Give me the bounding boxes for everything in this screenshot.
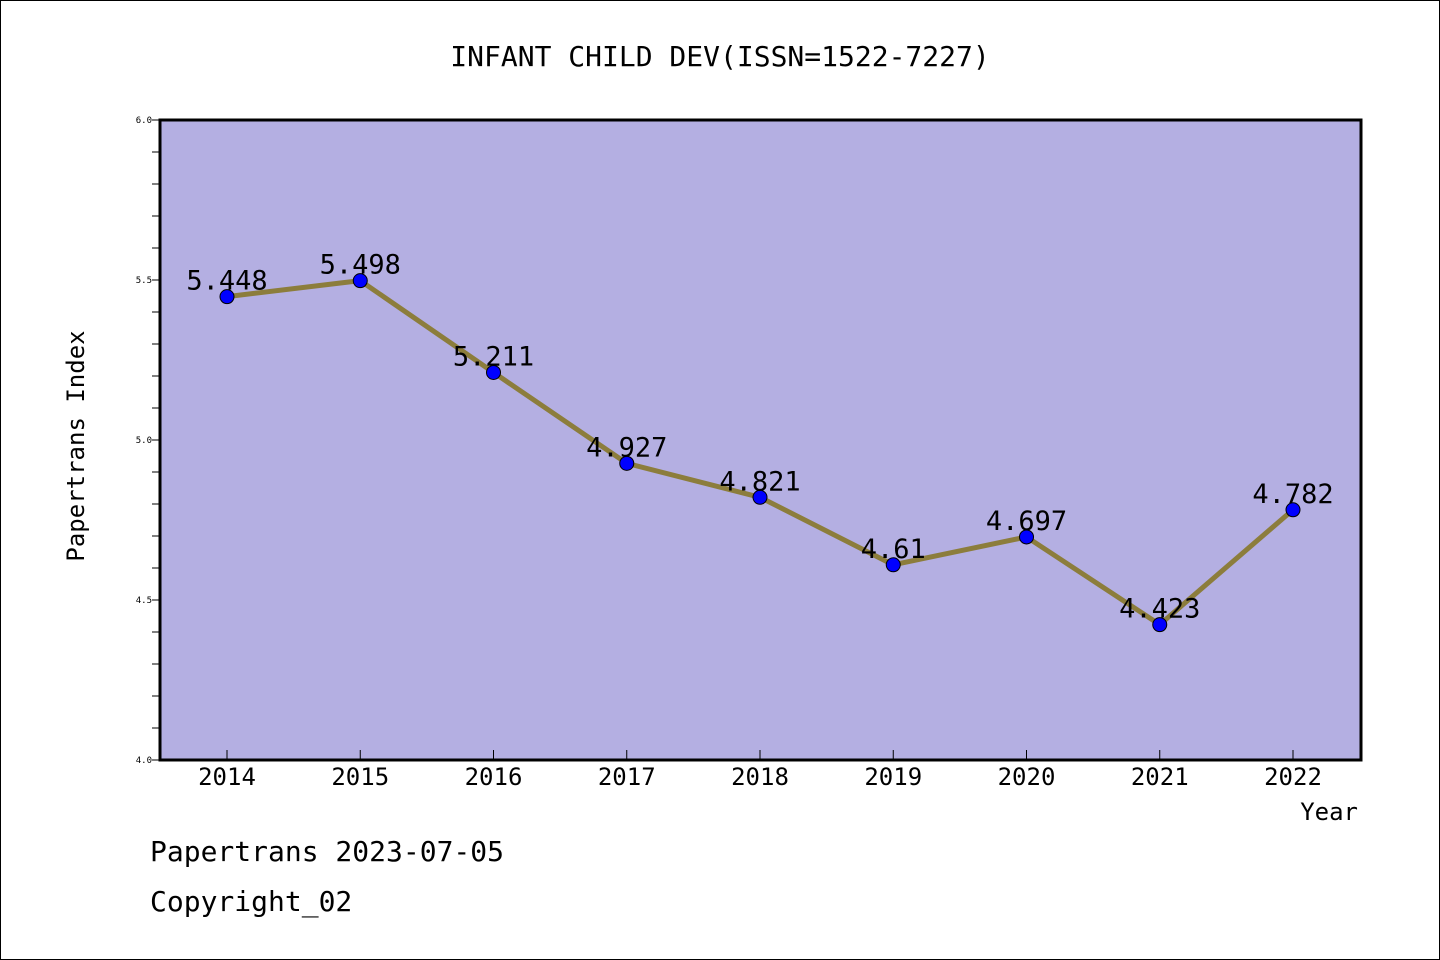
x-tick-label: 2014 — [198, 763, 256, 791]
data-point[interactable] — [619, 455, 635, 471]
plot-area — [158, 118, 1363, 762]
data-point[interactable] — [1019, 529, 1034, 545]
x-axis-label: Year — [1300, 798, 1358, 826]
series-layer: 5.448 5.498 5.211 4.927 4.821 4.61 4.697 4.423 4… — [186, 250, 1334, 633]
footer-date: Papertrans 2023-07-05 — [150, 835, 505, 868]
data-label: 5.211 — [453, 341, 534, 372]
y-axis: 4.0 4.5 5.0 5.5 6.0 — [136, 116, 160, 766]
x-tick-label: 2016 — [465, 763, 523, 791]
data-point[interactable] — [486, 364, 501, 380]
data-label: 4.61 — [861, 534, 926, 565]
data-point[interactable] — [352, 273, 368, 289]
data-point[interactable] — [1285, 502, 1301, 518]
y-tick-label: 6.0 — [136, 116, 152, 126]
data-label: 5.448 — [186, 266, 267, 297]
x-tick-label: 2020 — [998, 763, 1056, 791]
y-tick-label: 5.5 — [136, 276, 152, 286]
y-axis-label: Papertrans Index — [62, 330, 90, 561]
x-tick-label: 2022 — [1264, 763, 1322, 791]
chart-title: INFANT CHILD DEV(ISSN=1522-7227) — [450, 40, 989, 73]
x-tick-label: 2019 — [864, 763, 922, 791]
data-label: 4.423 — [1119, 594, 1200, 625]
x-tick-label: 2018 — [731, 763, 789, 791]
x-tick-label: 2017 — [598, 763, 656, 791]
data-label: 5.498 — [320, 250, 401, 281]
x-tick-label: 2015 — [331, 763, 389, 791]
data-label: 4.697 — [986, 506, 1067, 537]
data-point[interactable] — [752, 489, 768, 505]
y-tick-label: 4.5 — [136, 596, 152, 606]
data-point[interactable] — [219, 289, 235, 305]
data-label: 4.782 — [1252, 479, 1333, 510]
data-point[interactable] — [1152, 617, 1168, 633]
y-tick-label: 4.0 — [136, 756, 152, 766]
x-axis: 2014 2015 2016 2017 2018 2019 2020 2021 2022 — [198, 750, 1322, 791]
x-tick-label: 2021 — [1131, 763, 1189, 791]
data-point[interactable] — [885, 557, 901, 573]
data-label: 4.821 — [719, 466, 800, 497]
data-label: 4.927 — [586, 432, 667, 463]
footer-copyright: Copyright_02 — [150, 885, 353, 918]
y-tick-label: 5.0 — [136, 436, 152, 446]
